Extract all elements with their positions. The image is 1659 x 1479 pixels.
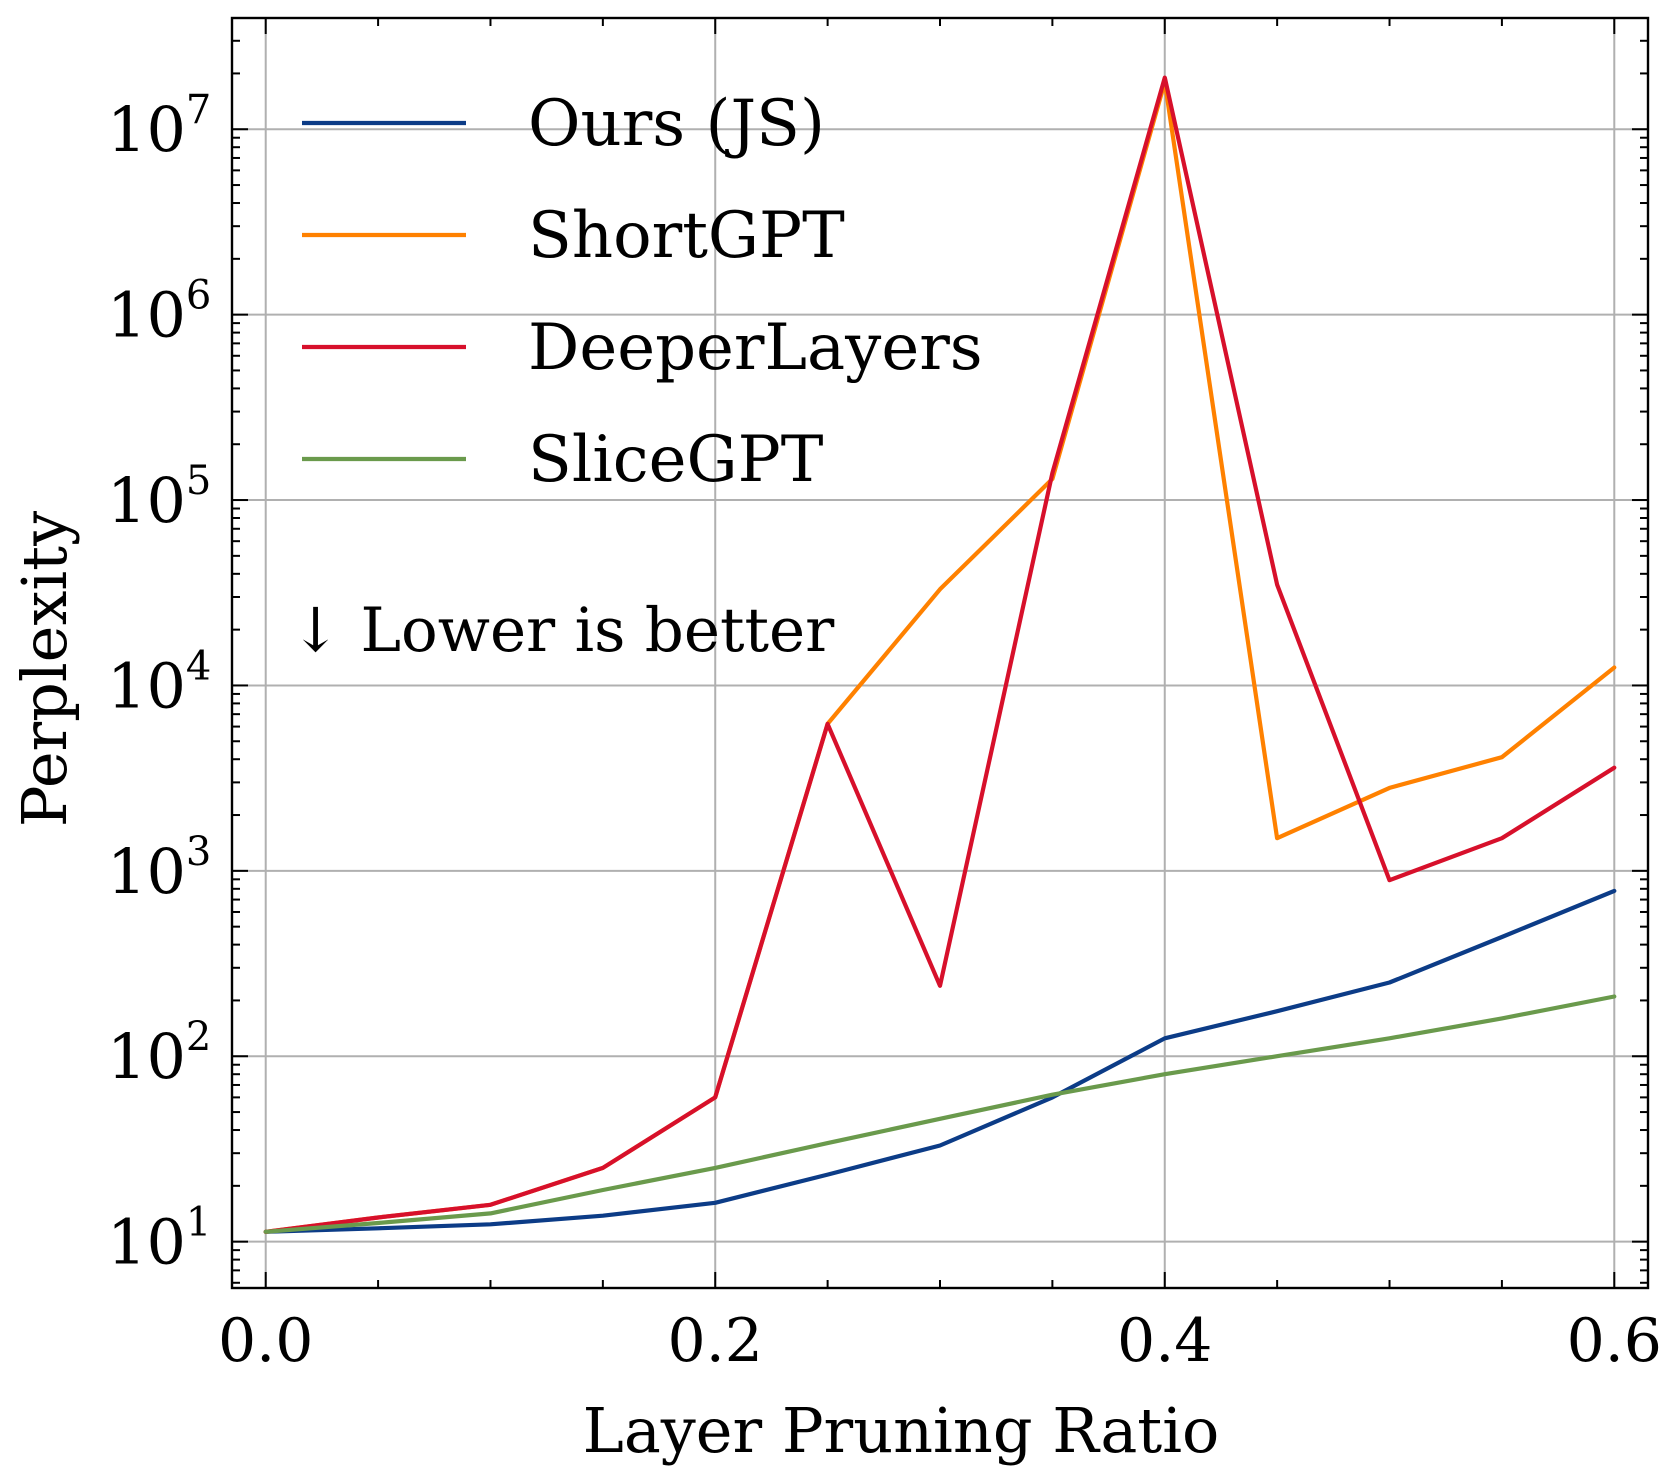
- y-tick-label: 107: [107, 87, 211, 166]
- x-axis-label: Layer Pruning Ratio: [583, 1394, 1220, 1467]
- annotation-lower-is-better: ↓ Lower is better: [290, 595, 835, 666]
- y-tick-label: 105: [107, 458, 211, 537]
- y-tick-label: 102: [107, 1014, 211, 1093]
- series-line-slicegpt: [263, 994, 1617, 1234]
- legend-label: Ours (JS): [528, 87, 825, 161]
- plot-frame: [230, 16, 1650, 1290]
- grid: [232, 18, 1648, 1288]
- x-tick-label: 0.4: [1117, 1306, 1212, 1376]
- legend-label: SliceGPT: [528, 423, 824, 497]
- legend-label: ShortGPT: [528, 199, 845, 273]
- y-tick-label: 101: [107, 1200, 211, 1279]
- series-line-ours-js: [263, 888, 1617, 1234]
- ticks: [232, 18, 1648, 1288]
- series-line-deeperlayers: [263, 75, 1617, 1234]
- x-tick-label: 0.6: [1567, 1306, 1659, 1376]
- y-tick-label: 104: [107, 643, 211, 722]
- x-tick-labels: 0.0 0.2 0.4 0.6: [218, 1306, 1659, 1376]
- y-tick-labels: 101 102 103 104 105 106 107: [107, 87, 211, 1278]
- legend: Ours (JS) ShortGPT DeeperLayers SliceGPT: [302, 87, 983, 497]
- y-tick-label: 106: [107, 273, 211, 352]
- x-tick-label: 0.2: [668, 1306, 763, 1376]
- series-lines: [263, 75, 1617, 1234]
- legend-label: DeeperLayers: [528, 311, 983, 385]
- y-axis-label: Perplexity: [8, 511, 81, 827]
- y-tick-label: 103: [107, 829, 211, 908]
- x-tick-label: 0.0: [218, 1306, 313, 1376]
